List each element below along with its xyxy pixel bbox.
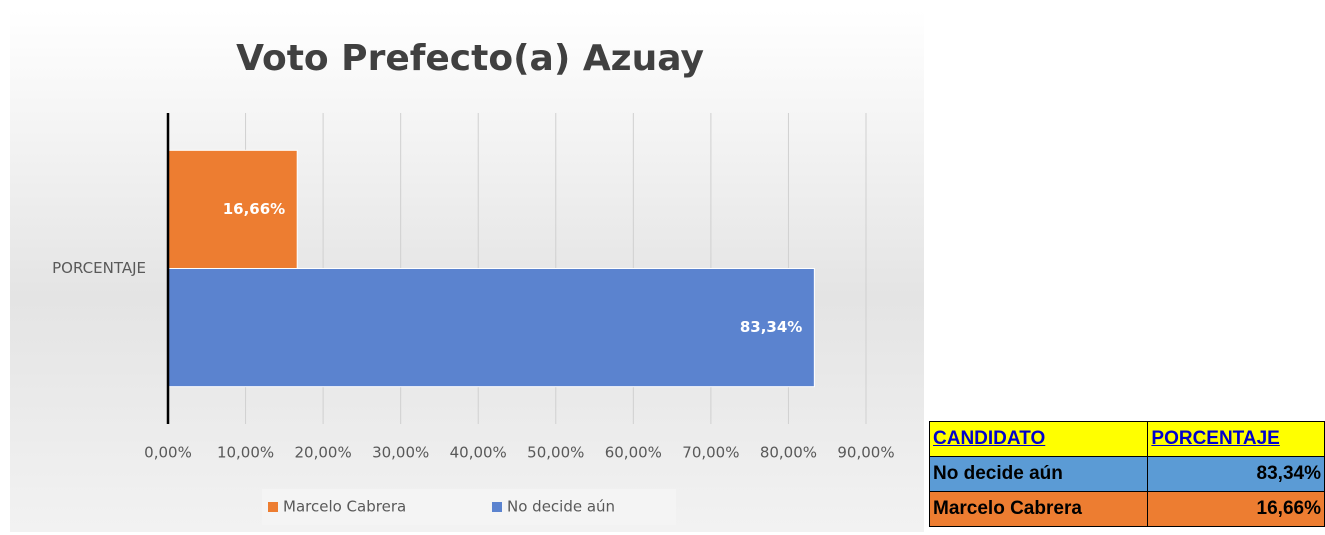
table-header: CANDIDATO PORCENTAJE xyxy=(928,421,1325,457)
legend-swatch xyxy=(268,502,278,512)
legend-swatch xyxy=(492,502,502,512)
legend-box xyxy=(262,489,676,525)
x-tick-label: 30,00% xyxy=(372,444,429,462)
header-cell: CANDIDATO xyxy=(928,421,1149,457)
x-tick-label: 10,00% xyxy=(217,444,274,462)
x-tick-label: 40,00% xyxy=(450,444,507,462)
data-label: 83,34% xyxy=(740,318,802,336)
x-tick-label: 70,00% xyxy=(682,444,739,462)
chart-title: Voto Prefecto(a) Azuay xyxy=(236,38,704,79)
x-tick-label: 80,00% xyxy=(760,444,817,462)
cell: No decide aún xyxy=(928,456,1149,492)
table-row: Marcelo Cabrera 16,66% xyxy=(928,491,1325,527)
bar xyxy=(167,149,298,270)
data-label: 16,66% xyxy=(223,200,285,218)
x-tick-label: 50,00% xyxy=(527,444,584,462)
chart: Voto Prefecto(a) Azuay 0,00% 10,00% 20,00%… xyxy=(10,10,924,532)
x-tick-label: 60,00% xyxy=(605,444,662,462)
legend-label: Marcelo Cabrera xyxy=(283,498,406,516)
cell: 16,66% xyxy=(1147,491,1325,527)
cell: 83,34% xyxy=(1147,456,1325,492)
x-tick-label: 0,00% xyxy=(144,444,192,462)
data-table: CANDIDATO PORCENTAJE No decide aún 83,34… xyxy=(928,421,1325,527)
header-cell: PORCENTAJE xyxy=(1147,421,1325,457)
bar xyxy=(167,268,815,388)
table-row: No decide aún 83,34% xyxy=(928,456,1325,492)
cell: Marcelo Cabrera xyxy=(928,491,1149,527)
legend-label: No decide aún xyxy=(507,498,615,516)
y-tick-label: PORCENTAJE xyxy=(52,259,146,277)
x-tick-label: 90,00% xyxy=(837,444,894,462)
x-tick-label: 20,00% xyxy=(295,444,352,462)
